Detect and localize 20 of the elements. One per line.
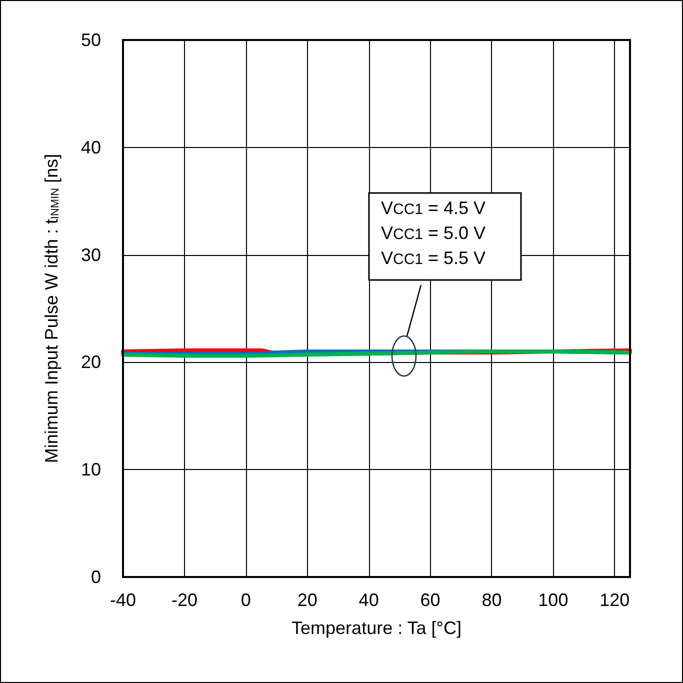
x-tick-label: 40: [358, 590, 379, 610]
annotation: VCC1 = 4.5 V: [381, 198, 486, 218]
y-tick-label: 50: [80, 30, 101, 50]
x-tick-label: 100: [538, 590, 568, 610]
annotation: VCC1 = 5.0 V: [381, 223, 486, 243]
x-tick-label: -20: [171, 590, 198, 610]
x-tick-label: 120: [600, 590, 630, 610]
y-tick-label: 10: [80, 460, 101, 480]
x-tick-label: 60: [420, 590, 440, 610]
y-axis-title: Minimum Input Pulse W idth : tINMIN [ns]: [42, 154, 62, 464]
x-tick-label: 20: [297, 590, 318, 610]
x-tick-label: 0: [240, 590, 251, 610]
y-tick-label: 40: [80, 137, 101, 158]
y-tick-label: 0: [90, 567, 101, 587]
x-tick-label: -40: [110, 590, 136, 610]
x-axis-title: Temperature : Ta [°C]: [292, 618, 462, 638]
y-tick-label: 30: [80, 244, 101, 265]
annotation: VCC1 = 5.5 V: [381, 248, 486, 268]
y-tick-label: 20: [80, 352, 101, 372]
x-tick-label: 80: [482, 590, 502, 610]
